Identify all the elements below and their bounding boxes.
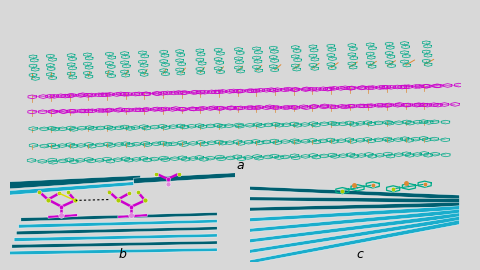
- Polygon shape: [10, 176, 141, 189]
- Polygon shape: [245, 217, 459, 254]
- Polygon shape: [133, 173, 235, 184]
- Polygon shape: [10, 248, 217, 255]
- Polygon shape: [10, 182, 133, 195]
- Polygon shape: [245, 220, 459, 265]
- Polygon shape: [21, 212, 217, 221]
- Polygon shape: [19, 220, 217, 228]
- Polygon shape: [118, 214, 147, 218]
- Text: b: b: [119, 248, 126, 261]
- Polygon shape: [245, 202, 459, 211]
- Polygon shape: [16, 227, 217, 235]
- Polygon shape: [245, 186, 459, 200]
- Polygon shape: [245, 213, 459, 243]
- Polygon shape: [245, 197, 459, 203]
- Polygon shape: [12, 241, 217, 248]
- Text: c: c: [357, 248, 363, 261]
- Text: a: a: [236, 159, 244, 172]
- Polygon shape: [245, 206, 459, 222]
- Polygon shape: [14, 234, 217, 241]
- Polygon shape: [245, 209, 459, 232]
- Polygon shape: [48, 214, 77, 218]
